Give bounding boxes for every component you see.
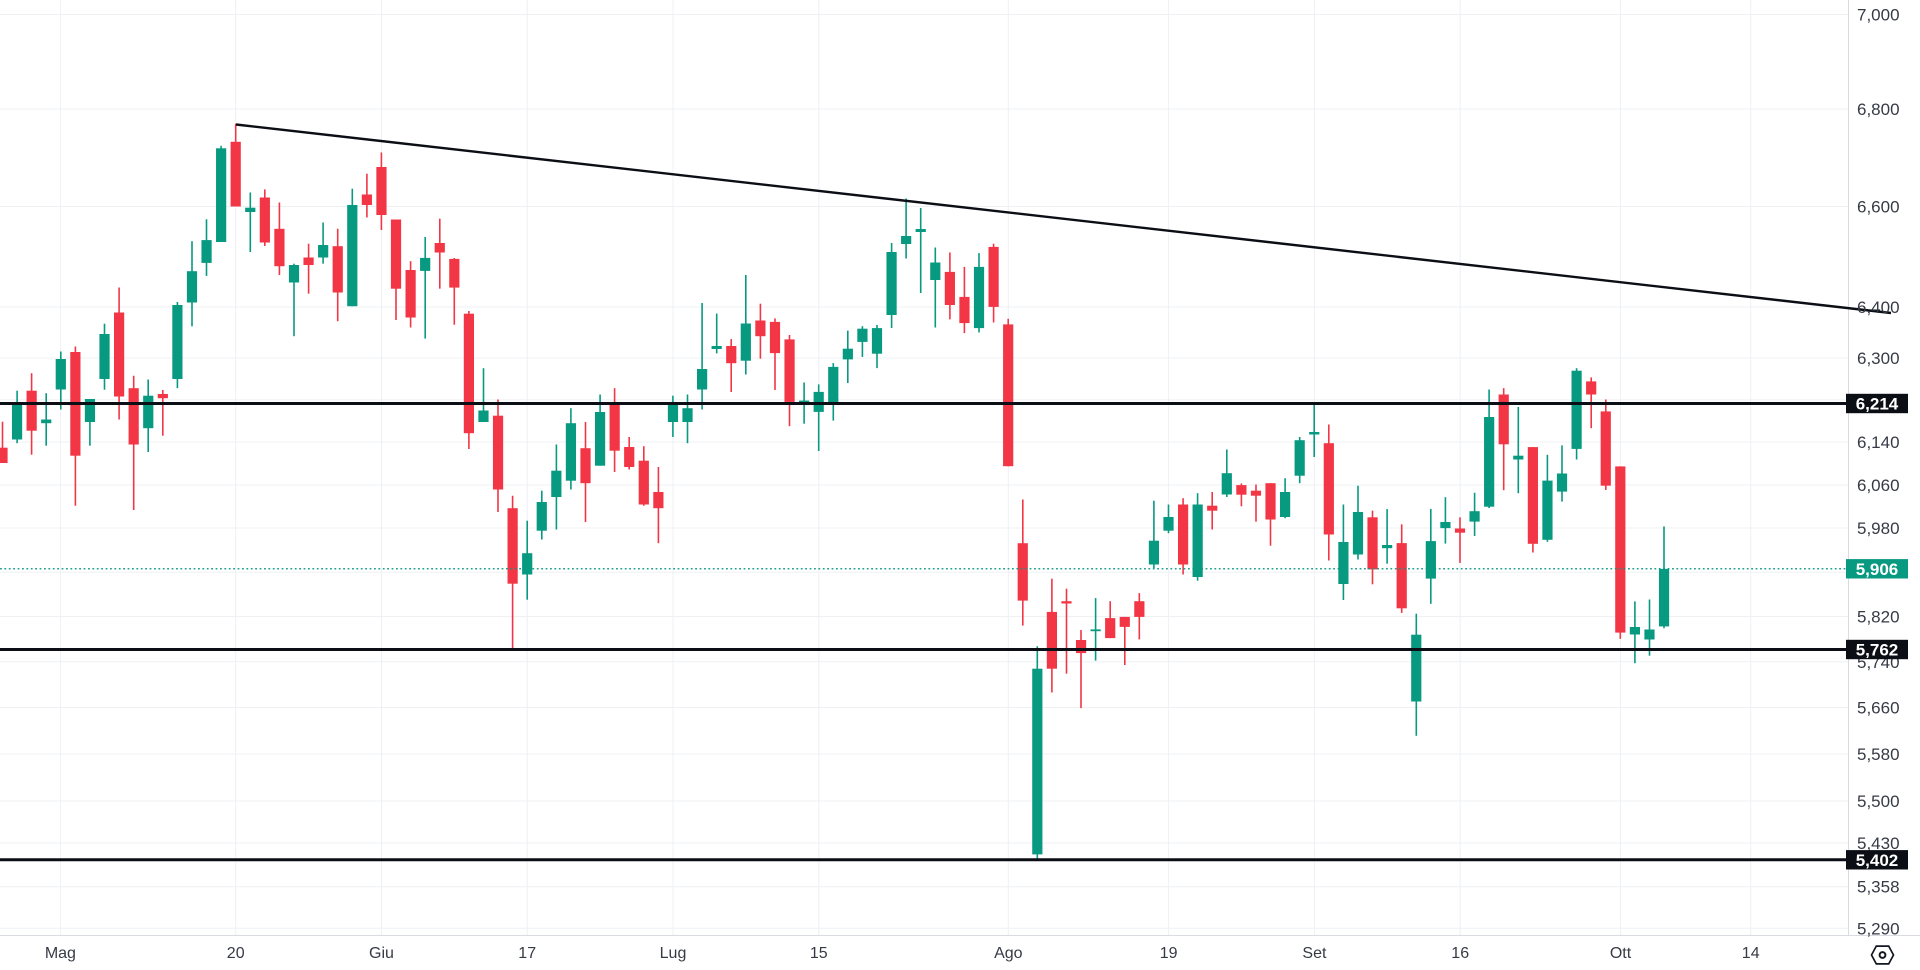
svg-text:6,600: 6,600 [1857, 198, 1900, 217]
svg-text:6,140: 6,140 [1857, 433, 1900, 452]
svg-text:6,060: 6,060 [1857, 476, 1900, 495]
svg-text:5,660: 5,660 [1857, 699, 1900, 718]
svg-text:5,358: 5,358 [1857, 878, 1900, 897]
svg-text:5,980: 5,980 [1857, 519, 1900, 538]
svg-text:Ott: Ott [1610, 945, 1632, 962]
svg-text:Ago: Ago [994, 945, 1023, 962]
svg-text:5,290: 5,290 [1857, 919, 1900, 938]
svg-text:5,906: 5,906 [1856, 560, 1899, 579]
svg-text:5,402: 5,402 [1856, 851, 1899, 870]
svg-text:Mag: Mag [45, 945, 76, 962]
svg-text:6,800: 6,800 [1857, 100, 1900, 119]
svg-text:6,214: 6,214 [1856, 395, 1899, 414]
svg-text:5,500: 5,500 [1857, 792, 1900, 811]
svg-text:7,000: 7,000 [1857, 6, 1900, 25]
svg-text:17: 17 [518, 945, 536, 962]
svg-text:6,300: 6,300 [1857, 349, 1900, 368]
svg-text:5,580: 5,580 [1857, 745, 1900, 764]
svg-text:14: 14 [1742, 945, 1760, 962]
svg-text:5,762: 5,762 [1856, 641, 1899, 660]
svg-text:16: 16 [1451, 945, 1469, 962]
svg-text:19: 19 [1160, 945, 1178, 962]
svg-text:20: 20 [227, 945, 245, 962]
svg-text:Giu: Giu [369, 945, 394, 962]
svg-text:5,820: 5,820 [1857, 608, 1900, 627]
svg-text:Set: Set [1302, 945, 1327, 962]
svg-text:Lug: Lug [660, 945, 687, 962]
svg-text:5,430: 5,430 [1857, 834, 1900, 853]
svg-text:6,400: 6,400 [1857, 298, 1900, 317]
svg-text:15: 15 [810, 945, 828, 962]
